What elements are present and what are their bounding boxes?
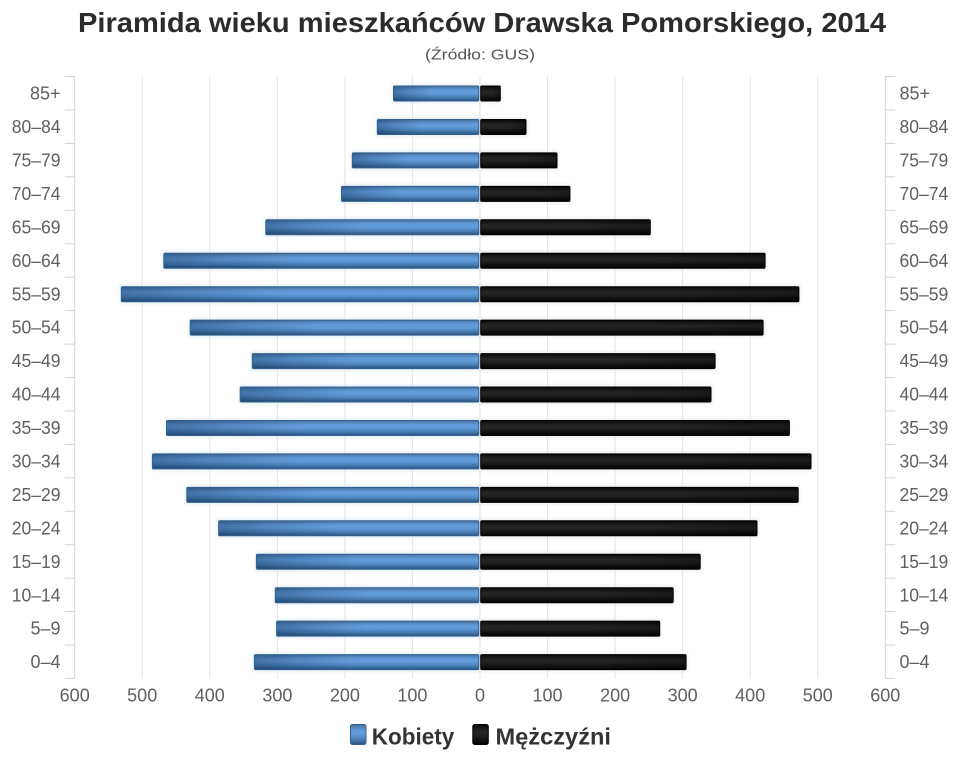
svg-text:65–69: 65–69 — [12, 217, 61, 237]
svg-text:200: 200 — [600, 686, 630, 706]
svg-text:85+: 85+ — [30, 84, 61, 104]
svg-text:40–44: 40–44 — [12, 385, 61, 405]
svg-text:30–34: 30–34 — [12, 452, 61, 472]
svg-text:(Źródło: GUS): (Źródło: GUS) — [425, 47, 535, 64]
svg-text:100: 100 — [397, 686, 427, 706]
svg-text:65–69: 65–69 — [900, 217, 949, 237]
svg-text:20–24: 20–24 — [12, 518, 61, 538]
svg-text:60–64: 60–64 — [12, 251, 61, 271]
svg-text:60–64: 60–64 — [900, 251, 949, 271]
svg-text:85+: 85+ — [900, 84, 931, 104]
svg-text:40–44: 40–44 — [900, 385, 949, 405]
svg-text:400: 400 — [195, 686, 225, 706]
svg-text:500: 500 — [127, 686, 157, 706]
svg-text:55–59: 55–59 — [900, 284, 949, 304]
svg-text:25–29: 25–29 — [900, 485, 949, 505]
svg-text:75–79: 75–79 — [12, 151, 61, 171]
svg-text:0: 0 — [475, 686, 485, 706]
svg-text:Piramida wieku mieszkańców Dra: Piramida wieku mieszkańców Drawska Pomor… — [78, 7, 886, 38]
svg-text:25–29: 25–29 — [12, 485, 61, 505]
svg-text:300: 300 — [262, 686, 292, 706]
svg-text:10–14: 10–14 — [900, 585, 949, 605]
svg-text:600: 600 — [60, 686, 90, 706]
svg-text:35–39: 35–39 — [12, 418, 61, 438]
svg-text:45–49: 45–49 — [12, 351, 61, 371]
svg-text:70–74: 70–74 — [12, 184, 61, 204]
svg-text:400: 400 — [735, 686, 765, 706]
svg-text:100: 100 — [532, 686, 562, 706]
svg-text:600: 600 — [870, 686, 900, 706]
svg-text:10–14: 10–14 — [12, 585, 61, 605]
svg-text:Kobiety: Kobiety — [372, 724, 455, 750]
svg-text:0–4: 0–4 — [900, 652, 930, 672]
svg-text:50–54: 50–54 — [900, 318, 949, 338]
svg-text:Mężczyźni: Mężczyźni — [496, 724, 612, 750]
svg-text:20–24: 20–24 — [900, 518, 949, 538]
svg-text:75–79: 75–79 — [900, 151, 949, 171]
svg-text:5–9: 5–9 — [30, 619, 60, 639]
svg-text:15–19: 15–19 — [900, 552, 949, 572]
svg-text:30–34: 30–34 — [900, 452, 949, 472]
svg-text:70–74: 70–74 — [900, 184, 949, 204]
svg-text:50–54: 50–54 — [12, 318, 61, 338]
svg-text:0–4: 0–4 — [30, 652, 60, 672]
svg-text:55–59: 55–59 — [12, 284, 61, 304]
svg-text:300: 300 — [668, 686, 698, 706]
svg-text:200: 200 — [330, 686, 360, 706]
svg-text:500: 500 — [803, 686, 833, 706]
svg-text:35–39: 35–39 — [900, 418, 949, 438]
svg-text:15–19: 15–19 — [12, 552, 61, 572]
svg-text:45–49: 45–49 — [900, 351, 949, 371]
svg-text:80–84: 80–84 — [12, 117, 61, 137]
svg-text:5–9: 5–9 — [900, 619, 930, 639]
svg-text:80–84: 80–84 — [900, 117, 949, 137]
